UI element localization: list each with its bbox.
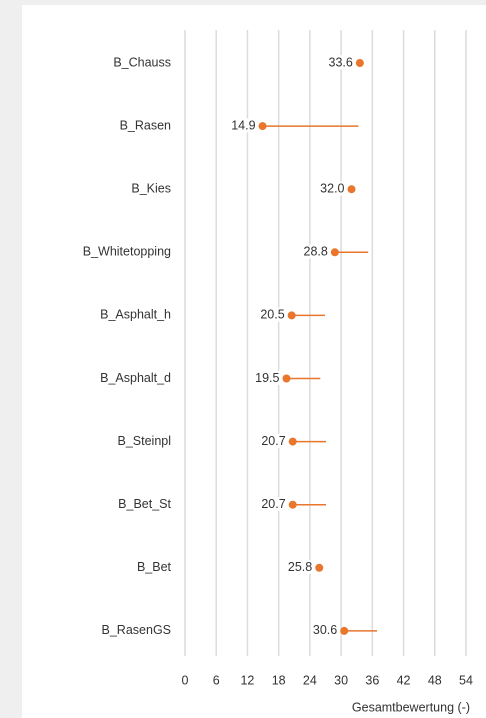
y-tick-label: B_RasenGS — [102, 623, 171, 637]
x-tick-label: 42 — [397, 673, 411, 687]
dot — [330, 248, 339, 257]
value-label: 19.5 — [255, 371, 279, 385]
label-background — [285, 560, 315, 575]
dot — [340, 626, 349, 635]
label-background — [259, 433, 288, 448]
dot — [288, 500, 297, 509]
dot — [282, 374, 291, 383]
x-tick-label: 30 — [334, 673, 348, 687]
x-tick-label: 12 — [240, 673, 254, 687]
y-tick-label: B_Chauss — [113, 55, 171, 69]
value-label: 25.8 — [288, 560, 312, 574]
value-label: 28.8 — [304, 245, 328, 259]
value-label: 32.0 — [320, 181, 344, 195]
label-background — [301, 244, 330, 259]
value-label: 20.5 — [260, 308, 284, 322]
label-background — [318, 181, 347, 196]
y-tick-label: B_Bet — [137, 560, 172, 574]
x-tick-label: 18 — [272, 673, 286, 687]
x-axis-label: Gesamtbewertung (-) — [352, 700, 470, 714]
x-tick-label: 6 — [213, 673, 220, 687]
value-label: 14.9 — [231, 118, 255, 132]
dot — [315, 563, 324, 572]
value-label: 30.6 — [313, 623, 337, 637]
panel — [22, 5, 486, 718]
y-tick-label: B_Rasen — [120, 118, 171, 132]
dot — [288, 437, 297, 446]
value-label: 33.6 — [329, 55, 353, 69]
label-background — [259, 496, 288, 511]
y-tick-label: B_Asphalt_h — [100, 308, 171, 322]
y-tick-label: B_Whitetopping — [83, 245, 171, 259]
y-tick-label: B_Asphalt_d — [100, 371, 171, 385]
y-tick-label: B_Bet_St — [118, 497, 171, 511]
dot — [287, 311, 296, 320]
label-background — [326, 55, 355, 70]
x-tick-label: 48 — [428, 673, 442, 687]
label-background — [310, 623, 340, 638]
label-background — [253, 370, 282, 385]
label-background — [229, 118, 258, 133]
y-tick-label: B_Kies — [131, 181, 171, 195]
x-tick-label: 24 — [303, 673, 317, 687]
dot — [258, 122, 267, 131]
dot — [355, 59, 364, 67]
x-tick-label: 36 — [365, 673, 379, 687]
y-tick-label: B_Steinpl — [117, 434, 171, 448]
value-label: 20.7 — [261, 434, 285, 448]
label-background — [258, 307, 287, 322]
x-tick-label: 54 — [459, 673, 473, 687]
value-label: 20.7 — [261, 497, 285, 511]
dot — [347, 185, 356, 194]
x-tick-label: 0 — [182, 673, 189, 687]
